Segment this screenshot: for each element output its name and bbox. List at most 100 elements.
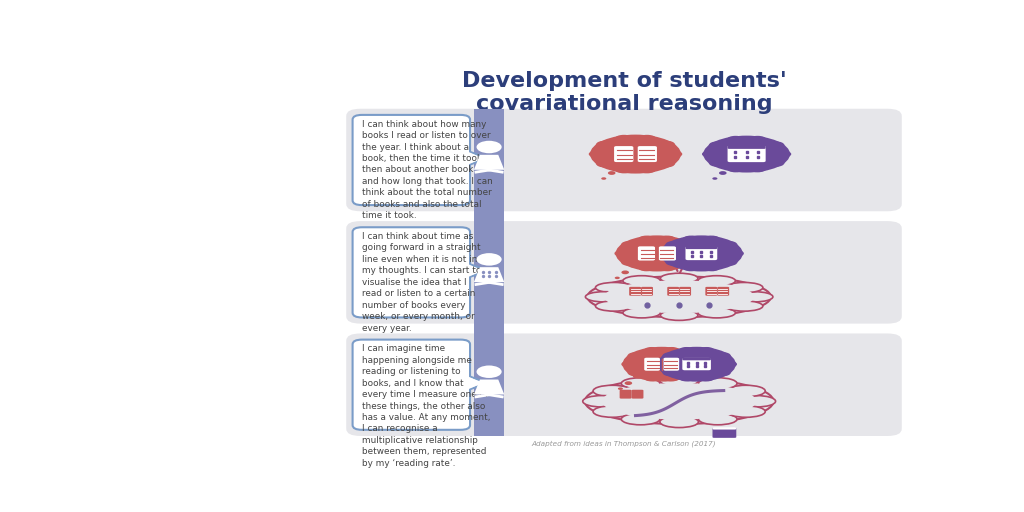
Ellipse shape bbox=[614, 250, 632, 257]
FancyBboxPatch shape bbox=[644, 358, 659, 371]
Ellipse shape bbox=[596, 159, 615, 167]
Ellipse shape bbox=[725, 283, 763, 293]
Ellipse shape bbox=[737, 396, 775, 407]
Ellipse shape bbox=[663, 369, 679, 376]
FancyBboxPatch shape bbox=[685, 246, 717, 260]
Ellipse shape bbox=[698, 378, 737, 389]
FancyBboxPatch shape bbox=[728, 145, 766, 149]
Circle shape bbox=[614, 276, 620, 279]
Ellipse shape bbox=[749, 164, 767, 173]
Ellipse shape bbox=[623, 347, 700, 381]
Ellipse shape bbox=[679, 374, 695, 381]
Ellipse shape bbox=[602, 383, 757, 419]
Ellipse shape bbox=[638, 165, 656, 174]
Circle shape bbox=[601, 177, 606, 180]
Ellipse shape bbox=[638, 135, 656, 143]
Ellipse shape bbox=[601, 137, 670, 152]
Ellipse shape bbox=[703, 264, 721, 271]
Ellipse shape bbox=[709, 159, 727, 167]
Ellipse shape bbox=[664, 347, 680, 354]
FancyBboxPatch shape bbox=[685, 246, 717, 249]
FancyBboxPatch shape bbox=[658, 246, 676, 261]
Ellipse shape bbox=[622, 413, 659, 425]
Ellipse shape bbox=[766, 141, 784, 149]
Ellipse shape bbox=[604, 281, 754, 313]
Ellipse shape bbox=[596, 301, 633, 311]
Ellipse shape bbox=[656, 141, 675, 149]
Ellipse shape bbox=[658, 236, 676, 243]
FancyBboxPatch shape bbox=[346, 333, 902, 436]
Ellipse shape bbox=[585, 378, 773, 424]
Ellipse shape bbox=[720, 241, 737, 248]
Ellipse shape bbox=[628, 352, 644, 359]
Text: I can think about how many
books I read or listen to over
the year. I think abou: I can think about how many books I read … bbox=[362, 120, 493, 220]
Ellipse shape bbox=[660, 236, 742, 271]
Ellipse shape bbox=[727, 385, 765, 397]
Ellipse shape bbox=[676, 259, 693, 266]
FancyBboxPatch shape bbox=[682, 357, 711, 360]
Ellipse shape bbox=[727, 136, 744, 143]
Ellipse shape bbox=[658, 264, 676, 271]
FancyBboxPatch shape bbox=[346, 221, 902, 324]
Circle shape bbox=[476, 141, 502, 153]
Ellipse shape bbox=[668, 366, 726, 380]
FancyBboxPatch shape bbox=[352, 227, 470, 317]
Ellipse shape bbox=[615, 236, 698, 271]
Ellipse shape bbox=[725, 301, 763, 311]
Ellipse shape bbox=[590, 135, 681, 174]
Ellipse shape bbox=[666, 241, 683, 248]
Ellipse shape bbox=[660, 273, 698, 284]
Ellipse shape bbox=[715, 352, 731, 359]
Ellipse shape bbox=[614, 135, 634, 143]
FancyBboxPatch shape bbox=[682, 358, 711, 370]
Ellipse shape bbox=[682, 236, 699, 243]
Circle shape bbox=[633, 373, 643, 378]
Polygon shape bbox=[468, 152, 482, 165]
Ellipse shape bbox=[622, 360, 638, 368]
Circle shape bbox=[476, 366, 502, 378]
Circle shape bbox=[713, 177, 718, 180]
Ellipse shape bbox=[596, 283, 633, 293]
Ellipse shape bbox=[682, 250, 699, 257]
Ellipse shape bbox=[721, 360, 737, 368]
Polygon shape bbox=[474, 267, 504, 282]
Ellipse shape bbox=[682, 264, 699, 271]
Ellipse shape bbox=[714, 156, 779, 170]
Ellipse shape bbox=[668, 349, 726, 362]
Polygon shape bbox=[470, 377, 487, 389]
Ellipse shape bbox=[623, 275, 660, 286]
Ellipse shape bbox=[658, 250, 676, 257]
Ellipse shape bbox=[656, 360, 673, 368]
Ellipse shape bbox=[666, 259, 683, 266]
Ellipse shape bbox=[588, 276, 771, 317]
Ellipse shape bbox=[698, 275, 735, 286]
Text: covariational reasoning: covariational reasoning bbox=[476, 94, 772, 114]
Circle shape bbox=[630, 263, 640, 268]
Circle shape bbox=[625, 381, 632, 385]
Ellipse shape bbox=[766, 159, 784, 167]
Ellipse shape bbox=[596, 141, 615, 149]
Ellipse shape bbox=[676, 241, 693, 248]
Ellipse shape bbox=[643, 374, 660, 381]
Ellipse shape bbox=[709, 141, 727, 149]
Ellipse shape bbox=[643, 347, 660, 354]
Bar bbox=[474, 109, 504, 436]
Circle shape bbox=[719, 171, 727, 175]
Circle shape bbox=[727, 163, 737, 168]
FancyBboxPatch shape bbox=[352, 339, 470, 430]
FancyBboxPatch shape bbox=[668, 287, 679, 296]
Ellipse shape bbox=[702, 150, 720, 158]
Polygon shape bbox=[470, 264, 487, 277]
FancyBboxPatch shape bbox=[352, 115, 470, 205]
Text: I can imagine time
happening alongside me
reading or listening to
books, and I k: I can imagine time happening alongside m… bbox=[362, 345, 490, 468]
Ellipse shape bbox=[664, 374, 680, 381]
Polygon shape bbox=[474, 379, 504, 394]
Ellipse shape bbox=[593, 385, 632, 397]
Ellipse shape bbox=[703, 136, 790, 173]
Ellipse shape bbox=[657, 347, 736, 381]
Ellipse shape bbox=[626, 237, 688, 251]
Polygon shape bbox=[468, 264, 482, 278]
Ellipse shape bbox=[638, 236, 655, 243]
Ellipse shape bbox=[698, 413, 737, 425]
FancyBboxPatch shape bbox=[728, 145, 766, 162]
